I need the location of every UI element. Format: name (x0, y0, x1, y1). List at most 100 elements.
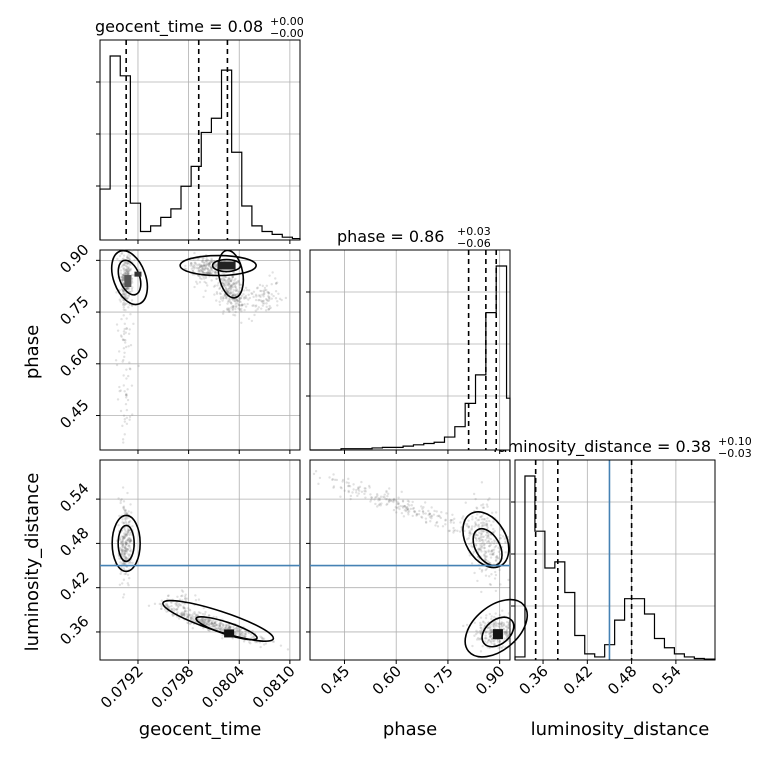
sample-point (123, 536, 126, 539)
sample-point (200, 264, 204, 268)
sample-point (484, 637, 487, 640)
sample-point (375, 495, 378, 499)
sample-point (383, 496, 386, 499)
sample-point (203, 267, 206, 270)
sample-point (128, 532, 132, 535)
sample-point (119, 269, 123, 272)
sample-point (214, 626, 218, 630)
sample-point (227, 626, 231, 630)
sample-point (122, 275, 125, 278)
sample-point (494, 625, 498, 628)
sample-point (180, 612, 183, 616)
panel-frame (99, 459, 301, 661)
sample-point (127, 272, 130, 276)
sample-point (232, 294, 235, 298)
sample-point (201, 619, 205, 622)
sample-point (480, 628, 483, 632)
sample-point (125, 327, 128, 330)
sample-point (477, 638, 481, 641)
sample-point (244, 629, 247, 633)
sample-point (490, 629, 493, 633)
sample-point (115, 291, 118, 294)
sample-point (401, 499, 405, 502)
sample-point (198, 275, 202, 278)
sample-point (472, 550, 476, 554)
sample-point (193, 251, 196, 255)
sample-point (254, 640, 257, 644)
sample-point (203, 263, 206, 267)
sample-point (500, 623, 503, 626)
sample-point (407, 513, 410, 516)
sample-point (496, 624, 500, 628)
sample-point (123, 550, 127, 553)
sample-point (128, 303, 131, 306)
sample-point (401, 500, 405, 503)
sample-point (358, 489, 361, 492)
sample-point (237, 303, 240, 307)
sample-point (118, 583, 122, 586)
sample-point (497, 622, 501, 626)
sample-point (126, 529, 130, 532)
sample-point (508, 627, 512, 631)
sample-point (212, 624, 216, 627)
sample-point (239, 296, 243, 300)
sample-point (235, 299, 239, 302)
sample-point (234, 307, 237, 311)
panel-frame (514, 459, 716, 661)
sample-point (402, 515, 406, 518)
sample-point (482, 529, 486, 533)
title-luminosity-distance-upper: +0.10 (718, 435, 752, 448)
sample-point (192, 265, 196, 268)
sample-point (238, 632, 242, 635)
sample-point (210, 257, 213, 261)
sample-point (243, 635, 246, 639)
sample-point (238, 630, 242, 633)
sample-point (231, 293, 234, 296)
sample-point (394, 506, 398, 509)
sample-point (262, 293, 265, 296)
sample-point (231, 285, 235, 289)
sample-point (395, 511, 398, 514)
sample-point (122, 278, 125, 282)
sample-point (490, 630, 494, 633)
sample-point (209, 260, 213, 264)
sample-point (494, 540, 497, 543)
sample-point (225, 295, 228, 298)
sample-point (153, 602, 157, 606)
sample-point (392, 499, 396, 502)
sample-point (477, 523, 481, 527)
sample-point (122, 308, 126, 311)
contour-inner (472, 527, 503, 567)
sample-point (126, 261, 130, 265)
sample-point (208, 623, 211, 626)
sample-point (120, 552, 124, 555)
sample-point (236, 292, 239, 296)
sample-point (387, 499, 391, 503)
sample-point (128, 553, 132, 556)
sample-point (123, 327, 126, 331)
sample-point (505, 631, 508, 634)
sample-point (452, 521, 455, 524)
sample-point (188, 608, 191, 611)
sample-point (261, 293, 264, 296)
sample-point (183, 609, 187, 613)
sample-point (229, 279, 233, 283)
sample-point (411, 514, 414, 518)
sample-point (119, 300, 122, 303)
sample-point (121, 438, 125, 441)
sample-point (480, 481, 484, 484)
sample-point (206, 620, 210, 624)
sample-point (131, 524, 134, 528)
sample-point (122, 283, 125, 286)
panel-frame (309, 249, 511, 451)
sample-point (349, 497, 352, 501)
sample-point (120, 275, 124, 279)
sample-point (432, 513, 436, 516)
sample-point (286, 648, 290, 651)
sample-point (198, 281, 202, 284)
sample-point (122, 254, 126, 257)
sample-point (124, 396, 128, 399)
sample-point (131, 281, 134, 284)
sample-point (485, 641, 489, 645)
sample-point (201, 612, 205, 616)
